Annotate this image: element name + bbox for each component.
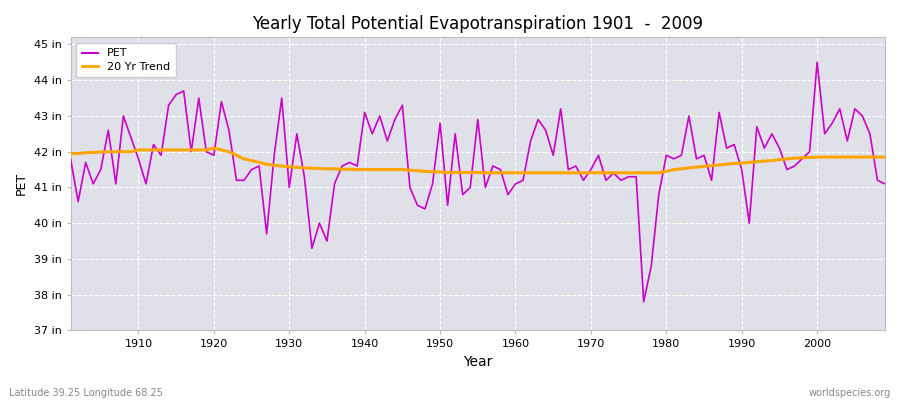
Text: Latitude 39.25 Longitude 68.25: Latitude 39.25 Longitude 68.25 [9, 388, 163, 398]
Text: worldspecies.org: worldspecies.org [809, 388, 891, 398]
Title: Yearly Total Potential Evapotranspiration 1901  -  2009: Yearly Total Potential Evapotranspiratio… [252, 15, 703, 33]
Legend: PET, 20 Yr Trend: PET, 20 Yr Trend [76, 43, 176, 77]
Y-axis label: PET: PET [15, 172, 28, 196]
X-axis label: Year: Year [464, 355, 492, 369]
